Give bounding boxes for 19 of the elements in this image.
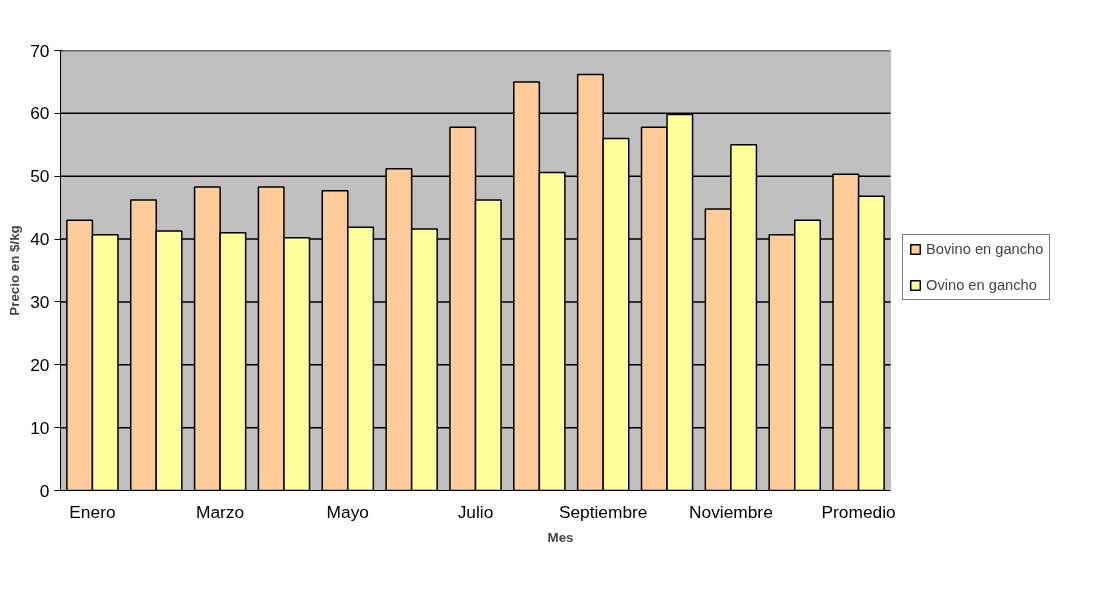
x-tick-label: Noviembre bbox=[688, 501, 773, 522]
x-tick-label: Promedio bbox=[821, 501, 896, 522]
y-tick-label: 20 bbox=[30, 354, 50, 375]
x-tick-label: Septiembre bbox=[558, 501, 648, 522]
y-tick-label: 30 bbox=[30, 291, 50, 312]
legend-label: Bovino en gancho bbox=[926, 241, 1044, 257]
y-tick-label: 50 bbox=[30, 166, 50, 187]
y-tick-label: 40 bbox=[30, 229, 50, 250]
x-tick-label: Enero bbox=[69, 501, 116, 522]
x-tick-label: Julio bbox=[457, 501, 494, 522]
y-tick-label: 70 bbox=[30, 40, 50, 61]
y-tick-label: 60 bbox=[30, 103, 50, 124]
legend-label: Ovino en gancho bbox=[926, 277, 1037, 293]
x-tick-label: Marzo bbox=[196, 501, 245, 522]
y-tick-label: 0 bbox=[39, 480, 50, 501]
y-tick-label: 10 bbox=[30, 417, 50, 438]
y-axis-title: Precio en $/kg bbox=[7, 225, 23, 316]
x-axis-title: Mes bbox=[547, 529, 574, 545]
x-tick-label: Mayo bbox=[326, 501, 369, 522]
